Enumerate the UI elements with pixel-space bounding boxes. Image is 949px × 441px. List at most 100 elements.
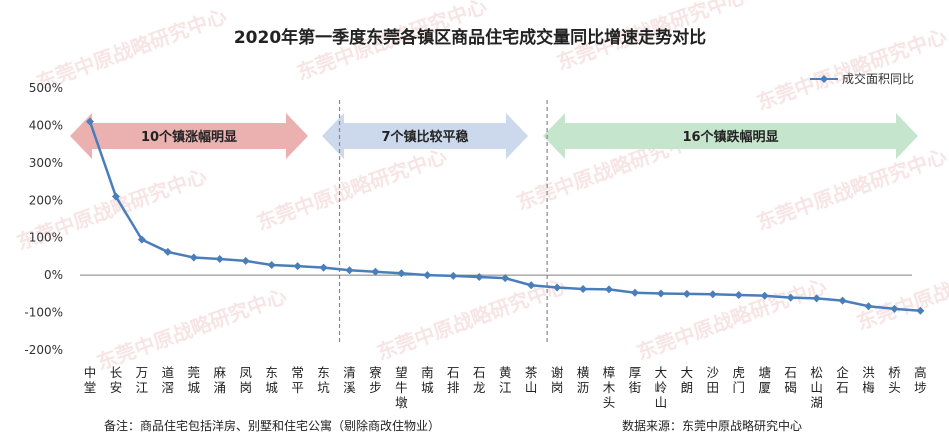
category-label: 石排: [447, 365, 460, 395]
data-point: [553, 283, 562, 292]
band-arrow-3: [543, 113, 918, 159]
data-point: [501, 274, 510, 283]
category-label: 东城: [265, 365, 278, 395]
category-label: 横沥: [577, 365, 590, 395]
y-tick-label: 500%: [29, 81, 63, 95]
data-point: [734, 290, 743, 299]
legend: 成交面积同比: [810, 71, 914, 86]
data-point: [708, 290, 717, 299]
data-point: [137, 235, 146, 244]
category-label: 高埗: [914, 365, 927, 395]
category-label: 厚街: [629, 365, 642, 395]
footer-note: 备注：商品住宅包括洋房、别墅和住宅公寓（剔除商改住物业）: [104, 418, 440, 433]
footer-source: 数据来源：东莞中原战略研究中心: [622, 418, 802, 433]
data-point: [423, 271, 432, 280]
data-point: [267, 261, 276, 270]
legend-marker-icon: [820, 75, 828, 83]
category-label: 沙田: [707, 365, 720, 395]
category-label: 洪梅: [862, 365, 875, 395]
data-point: [319, 263, 328, 272]
data-point: [345, 266, 354, 275]
data-point: [916, 306, 925, 315]
data-point: [86, 117, 94, 126]
data-point: [215, 255, 224, 264]
watermarks: 东莞中原战略研究中心 东莞中原战略研究中心 东莞中原战略研究中心 东莞中原战略研究中心…: [14, 0, 949, 375]
data-point: [475, 273, 484, 282]
data-point: [605, 285, 613, 294]
category-label: 松山湖: [810, 365, 823, 410]
legend-label: 成交面积同比: [842, 71, 914, 86]
data-point: [397, 269, 406, 278]
category-label: 常平: [291, 365, 304, 395]
data-point: [838, 296, 847, 305]
y-tick-label: -200%: [24, 343, 63, 357]
watermark-text: 东莞中原战略研究中心: [854, 244, 949, 335]
category-label: 中堂: [84, 365, 97, 395]
y-tick-label: 0%: [44, 268, 63, 282]
band-arrow-2: [322, 113, 528, 159]
category-label: 石龙: [473, 365, 486, 395]
data-point: [812, 294, 821, 303]
data-point: [656, 289, 665, 298]
category-label: 企石: [836, 365, 849, 395]
category-label: 寮步: [369, 365, 382, 395]
data-point: [189, 253, 198, 262]
data-point: [527, 281, 536, 290]
category-label: 清溪: [343, 365, 356, 395]
data-point: [111, 192, 120, 201]
data-point: [864, 302, 873, 311]
category-label: 茶山: [525, 365, 538, 395]
y-tick-label: 300%: [29, 156, 63, 170]
category-label: 桥头: [888, 365, 901, 395]
category-label: 黄江: [499, 365, 512, 395]
watermark-text: 东莞中原战略研究中心: [374, 274, 570, 365]
category-label: 谢岗: [551, 365, 564, 395]
category-label: 大朗: [681, 365, 694, 395]
watermark-text: 东莞中原战略研究中心: [254, 144, 450, 235]
category-label: 南城: [421, 365, 434, 395]
band-label-1: 10个镇涨幅明显: [141, 129, 237, 145]
data-point: [682, 289, 691, 298]
watermark-text: 东莞中原战略研究中心: [94, 284, 290, 375]
band-label-2: 7个镇比较平稳: [381, 129, 468, 145]
category-label: 樟木头: [603, 365, 616, 410]
chart-title: 2020年第一季度东莞各镇区商品住宅成交量同比增速走势对比: [234, 27, 706, 48]
category-label: 长安: [110, 365, 123, 395]
category-label: 大岭山: [655, 365, 668, 410]
watermark-text: 东莞中原战略研究中心: [754, 24, 949, 115]
data-point: [163, 247, 172, 256]
data-point: [786, 293, 795, 302]
y-tick-label: 400%: [29, 118, 63, 132]
y-tick-label: -100%: [24, 306, 63, 320]
category-label: 虎门: [732, 365, 745, 395]
category-label: 万江: [136, 365, 149, 395]
data-point: [449, 271, 458, 280]
category-label: 东坑: [317, 365, 330, 395]
y-tick-label: 200%: [29, 193, 63, 207]
category-label: 凤岗: [239, 365, 252, 395]
y-tick-label: 100%: [29, 231, 63, 245]
category-label: 莞城: [188, 365, 201, 395]
data-point: [890, 304, 899, 313]
category-label: 石碣: [784, 365, 797, 395]
category-label: 塘厦: [758, 365, 771, 395]
category-label: 望牛墩: [395, 365, 408, 410]
data-point: [760, 291, 769, 300]
band-label-3: 16个镇跌幅明显: [682, 129, 778, 145]
band-arrow-1: [70, 113, 308, 159]
watermark-text: 东莞中原战略研究中心: [634, 274, 830, 365]
category-label: 道滘: [162, 365, 175, 395]
bands: 10个镇涨幅明显 7个镇比较平稳 16个镇跌幅明显: [70, 113, 918, 159]
dividers: [338, 100, 548, 345]
data-point: [579, 284, 588, 293]
data-point: [630, 288, 639, 297]
data-point: [293, 262, 302, 271]
category-labels: 中堂长安万江道滘莞城麻涌凤岗东城常平东坑清溪寮步望牛墩南城石排石龙黄江茶山谢岗横…: [84, 365, 927, 410]
category-label: 麻涌: [213, 365, 226, 395]
y-axis-ticks: 500% 400% 300% 200% 100% 0% -100% -200%: [24, 81, 63, 357]
data-point: [241, 256, 250, 265]
data-point: [371, 267, 380, 276]
watermark-text: 东莞中原战略研究中心: [754, 144, 949, 235]
series-line: [86, 117, 925, 315]
